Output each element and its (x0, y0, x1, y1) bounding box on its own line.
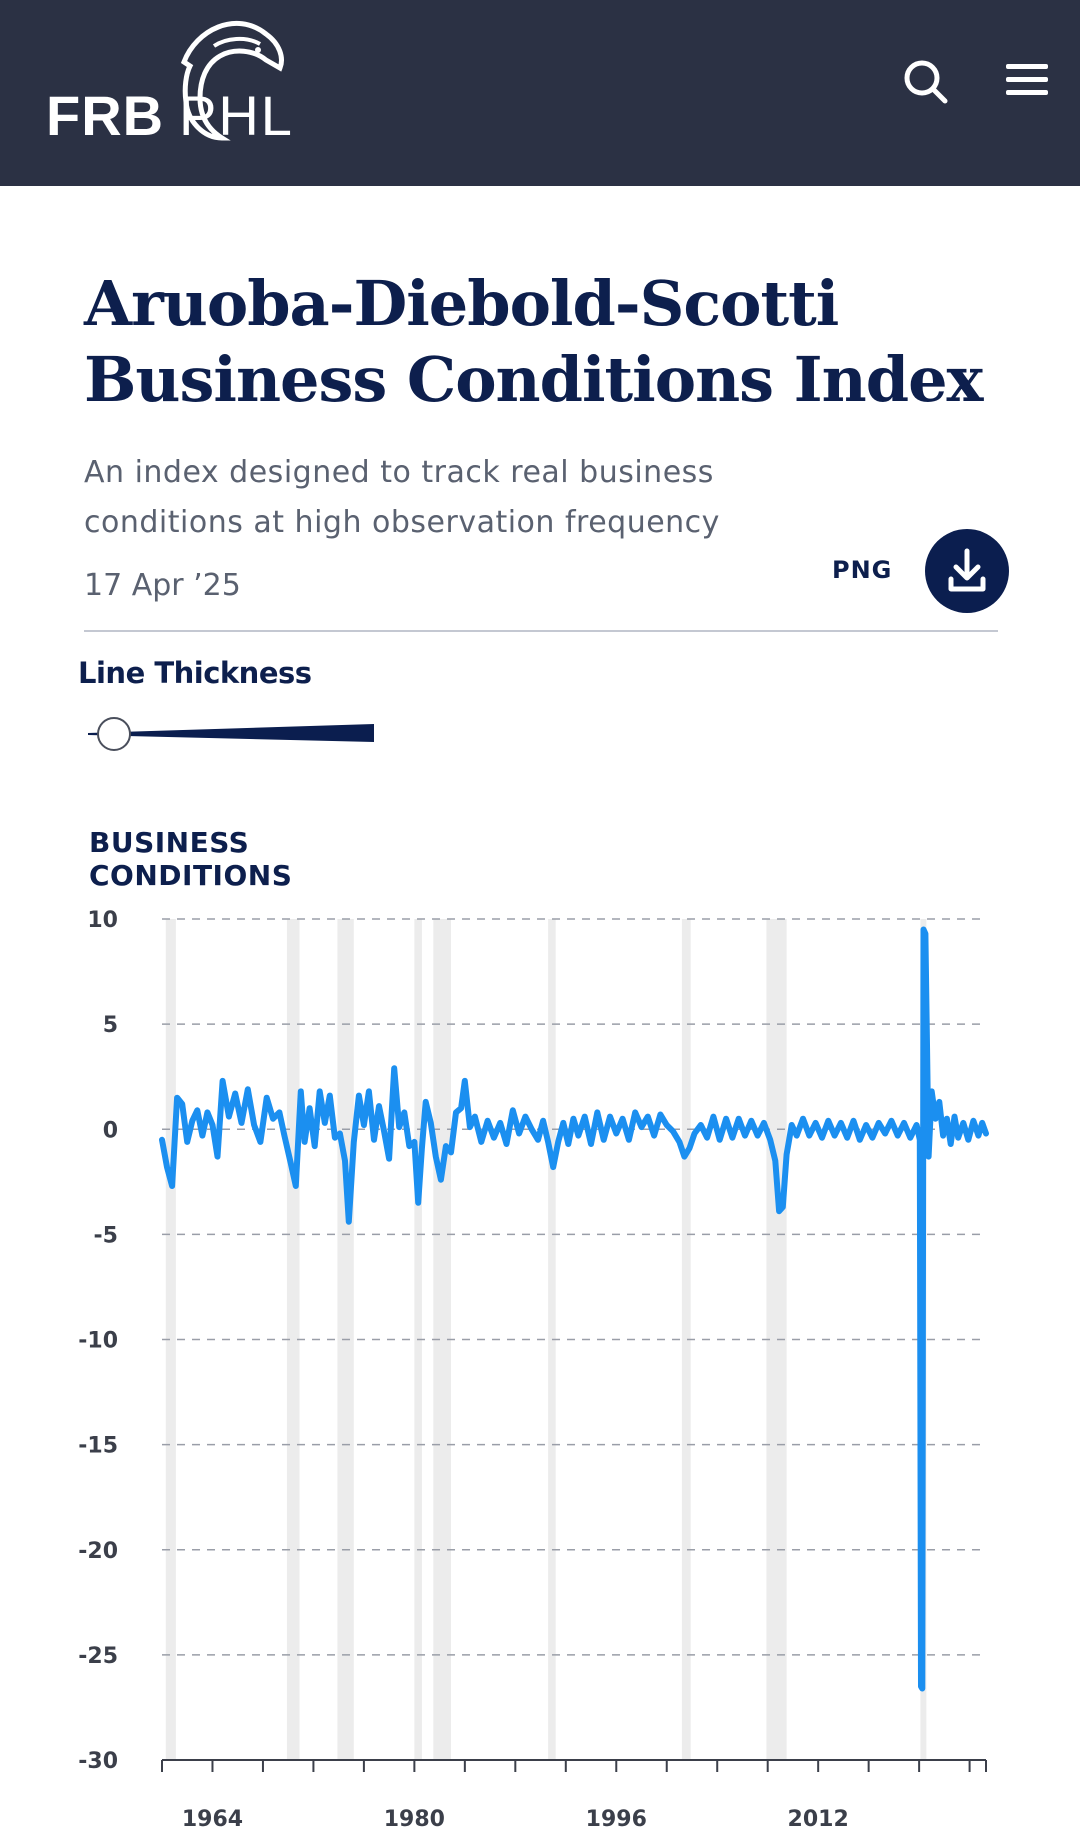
y-axis-ticks: 10 5 0 -5 -10 -15 -20 -25 -30 (78, 908, 118, 1774)
slider-track[interactable] (88, 724, 374, 742)
eagle-logo-icon (180, 21, 284, 141)
logo-phl-text: PHL (179, 84, 294, 147)
download-icon (948, 548, 986, 592)
y-tick-label: -15 (78, 1434, 118, 1459)
business-conditions-chart: 10 5 0 -5 -10 -15 -20 -25 -30 1964 1980 1996 2012 (78, 908, 989, 1832)
menu-button[interactable] (1004, 60, 1052, 102)
chart-y-axis-title: BUSINESS CONDITIONS (89, 826, 292, 892)
publish-date: 17 Apr ’25 (84, 568, 241, 603)
y-axis-title-line1: BUSINESS (89, 826, 250, 859)
x-axis: 1964 1980 1996 2012 (161, 1759, 987, 1832)
x-tick-label: 1996 (586, 1807, 647, 1832)
y-tick-label: -5 (94, 1223, 118, 1248)
logo-frb-text: FRB (46, 84, 165, 147)
recession-band (681, 919, 691, 1760)
page-title-line1: Aruoba-Diebold-Scotti (84, 267, 839, 340)
frb-phl-logo[interactable]: FRB PHL (46, 10, 306, 150)
subtitle-line1: An index designed to track real business (84, 455, 714, 490)
header-divider (84, 630, 998, 632)
recession-band (548, 919, 556, 1760)
download-png-button[interactable] (925, 529, 1009, 613)
y-tick-label: 10 (87, 908, 118, 933)
page-title-line2: Business Conditions Index (84, 343, 983, 416)
y-axis-title-line2: CONDITIONS (89, 859, 293, 892)
x-tick-label: 1964 (182, 1807, 243, 1832)
series-line (159, 926, 989, 1692)
y-tick-label: -30 (78, 1749, 118, 1774)
y-tick-label: -25 (78, 1644, 118, 1669)
search-button[interactable] (900, 56, 952, 108)
subtitle-line2: conditions at high observation frequency (84, 505, 720, 540)
y-tick-label: -20 (78, 1539, 118, 1564)
x-tick-label: 1980 (384, 1807, 445, 1832)
y-tick-label: 0 (103, 1118, 118, 1143)
site-header: FRB PHL (0, 0, 1080, 186)
y-tick-label: 5 (103, 1013, 118, 1038)
page-title: Aruoba-Diebold-Scotti Business Condition… (84, 266, 1014, 418)
series-line-group (159, 926, 989, 1692)
line-thickness-label: Line Thickness (78, 656, 312, 690)
slider-handle[interactable] (97, 717, 131, 751)
gridlines (162, 918, 986, 1656)
search-icon (904, 60, 948, 104)
png-label[interactable]: PNG (832, 556, 893, 584)
x-tick-label: 2012 (788, 1807, 849, 1832)
page-subtitle: An index designed to track real business… (84, 448, 784, 548)
line-thickness-slider[interactable] (84, 714, 384, 754)
y-tick-label: -10 (78, 1329, 118, 1354)
recession-band (165, 919, 176, 1760)
hamburger-menu-icon (1006, 64, 1048, 95)
